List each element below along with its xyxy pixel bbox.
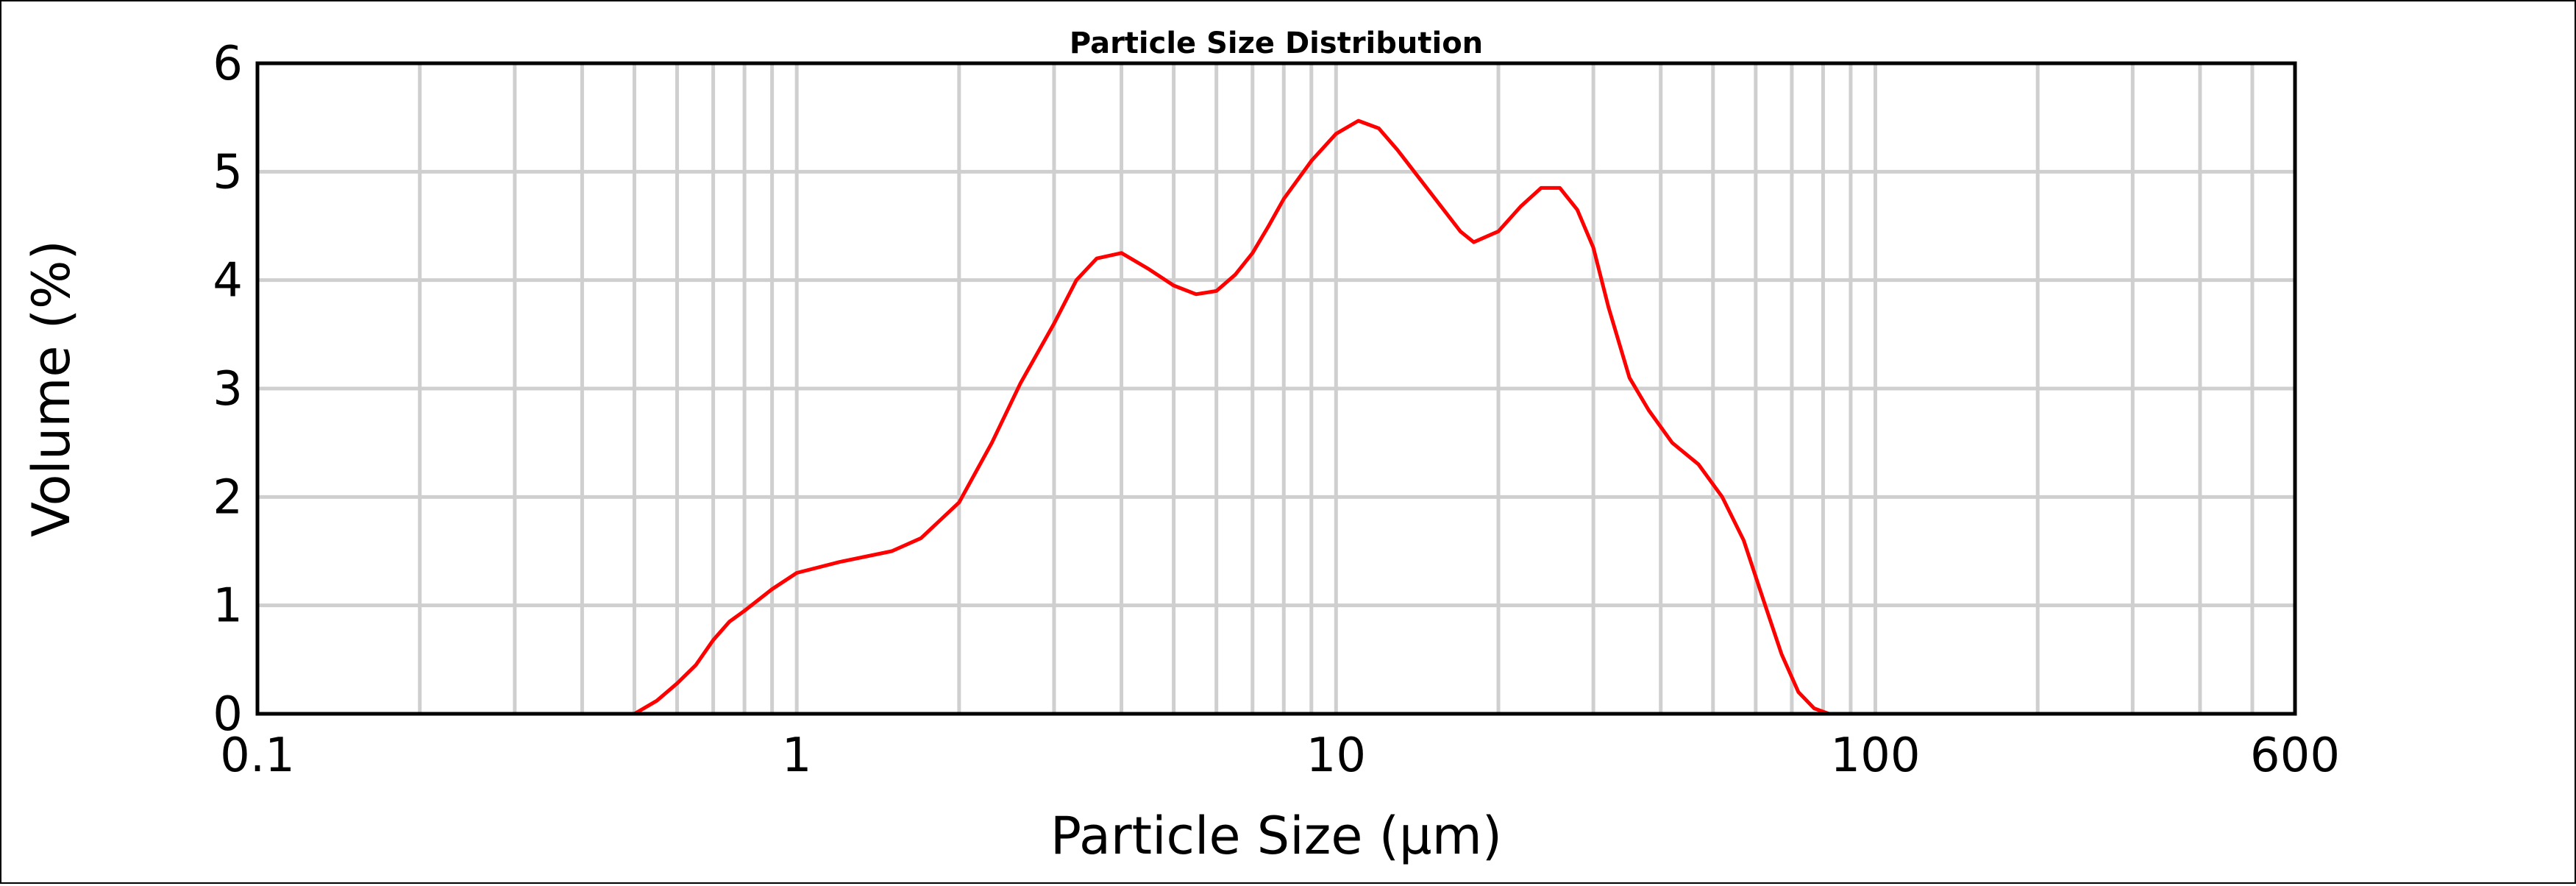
- y-axis-label: Volume (%): [21, 240, 82, 537]
- y-tick-labels: 0 1 2 3 4 5 6: [213, 37, 243, 742]
- y-tick-label: 5: [213, 145, 243, 199]
- x-tick-label: 600: [2250, 729, 2340, 783]
- x-axis-label: Particle Size (μm): [1050, 806, 1502, 866]
- x-tick-label: 100: [1830, 729, 1920, 783]
- y-tick-label: 1: [213, 579, 243, 634]
- grid-lines: [257, 63, 2295, 714]
- y-tick-label: 2: [213, 470, 243, 525]
- y-tick-label: 4: [213, 254, 243, 308]
- x-tick-label: 10: [1306, 729, 1366, 783]
- x-tick-label: 1: [782, 729, 812, 783]
- x-tick-label: 0.1: [220, 729, 295, 783]
- series-line: [255, 118, 2297, 716]
- y-tick-label: 3: [213, 362, 243, 417]
- x-tick-labels: 0.1 1 10 100 600: [220, 729, 2340, 783]
- y-tick-label: 6: [213, 37, 243, 91]
- plot-area-border: [255, 61, 2297, 716]
- y-tick-label: 0: [213, 687, 243, 742]
- chart-title: Particle Size Distribution: [1070, 26, 1483, 60]
